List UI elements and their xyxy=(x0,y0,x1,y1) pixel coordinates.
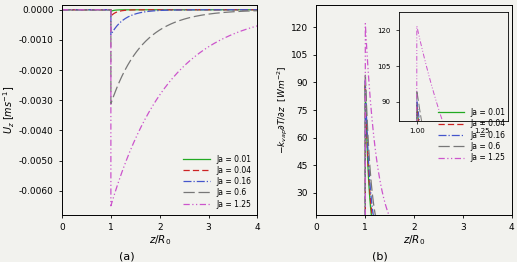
X-axis label: $z/R_0$: $z/R_0$ xyxy=(148,233,171,247)
Y-axis label: $U_z$ $[ms^{-1}]$: $U_z$ $[ms^{-1}]$ xyxy=(2,86,18,134)
Y-axis label: $-k_{vap}\partial T/\partial z$  $[Wm^{-2}]$: $-k_{vap}\partial T/\partial z$ $[Wm^{-2… xyxy=(275,66,290,154)
Legend: Ja = 0.01, Ja = 0.04, Ja = 0.16, Ja = 0.6, Ja = 1.25: Ja = 0.01, Ja = 0.04, Ja = 0.16, Ja = 0.… xyxy=(435,106,508,165)
X-axis label: $z/R_0$: $z/R_0$ xyxy=(403,233,425,247)
Text: (a): (a) xyxy=(119,251,134,261)
Text: (b): (b) xyxy=(372,251,388,261)
Legend: Ja = 0.01, Ja = 0.04, Ja = 0.16, Ja = 0.6, Ja = 1.25: Ja = 0.01, Ja = 0.04, Ja = 0.16, Ja = 0.… xyxy=(181,152,253,211)
